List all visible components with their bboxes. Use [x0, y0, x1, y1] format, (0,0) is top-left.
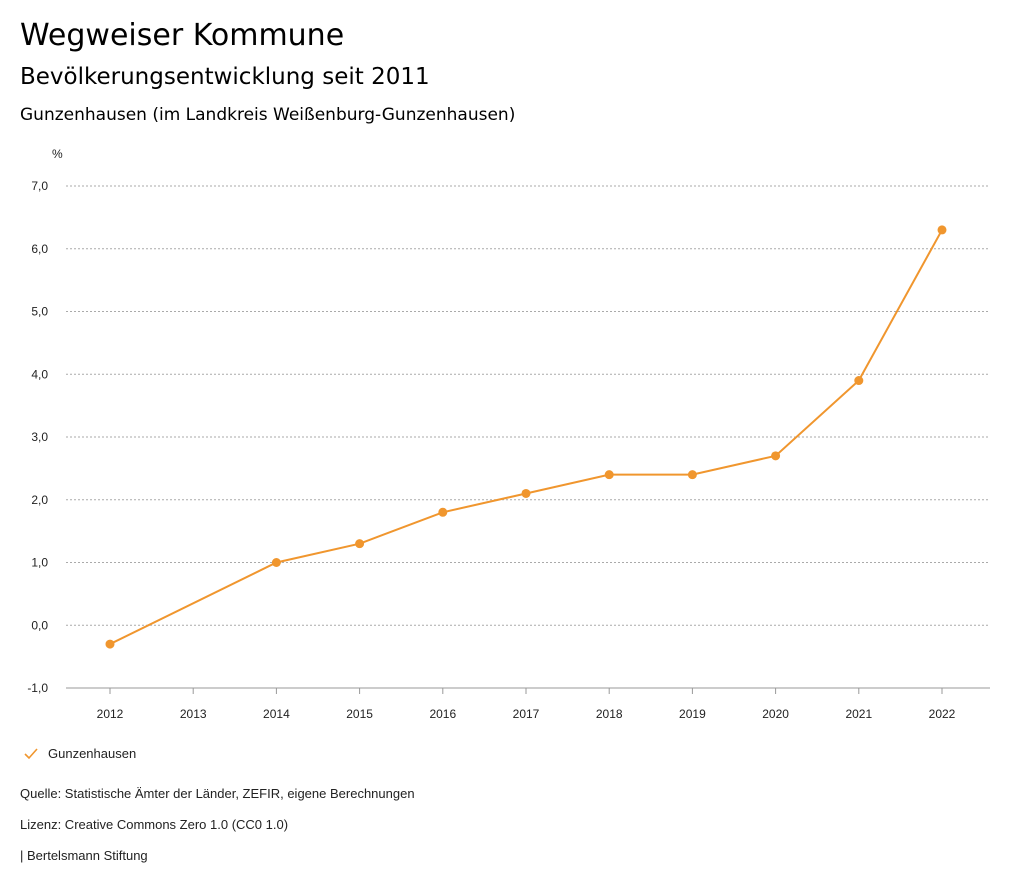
checkmark-icon: [24, 747, 38, 759]
data-point: [105, 639, 115, 649]
data-point: [854, 376, 864, 386]
page-title: Wegweiser Kommune: [20, 18, 345, 53]
x-tick-label: 2012: [97, 707, 124, 721]
x-tick-label: 2015: [346, 707, 373, 721]
y-tick-label: 2,0: [31, 493, 48, 507]
y-tick-label: 4,0: [31, 367, 48, 381]
chart-subtitle: Bevölkerungsentwicklung seit 2011: [20, 64, 430, 90]
y-tick-label: 5,0: [31, 305, 48, 319]
y-tick-label: -1,0: [27, 681, 48, 695]
x-tick-label: 2014: [263, 707, 290, 721]
x-tick-label: 2021: [845, 707, 872, 721]
data-point: [271, 558, 281, 567]
y-tick-label: 3,0: [31, 430, 48, 444]
x-tick-label: 2018: [596, 707, 623, 721]
data-point: [687, 470, 697, 480]
legend-label: Gunzenhausen: [48, 746, 137, 761]
data-point: [937, 225, 947, 235]
x-tick-label: 2020: [762, 707, 789, 721]
series-line: [109, 229, 943, 645]
license-note: Lizenz: Creative Commons Zero 1.0 (CC0 1…: [20, 817, 289, 832]
source-note: Quelle: Statistische Ämter der Länder, Z…: [20, 786, 415, 801]
y-tick-label: 0,0: [31, 618, 48, 632]
x-tick-label: 2013: [180, 707, 207, 721]
y-tick-label: 7,0: [31, 179, 48, 193]
data-point: [355, 539, 365, 549]
y-tick-label: 1,0: [31, 556, 48, 570]
y-axis-label: %: [52, 147, 63, 161]
x-tick-label: 2016: [429, 707, 456, 721]
legend-item[interactable]: Gunzenhausen: [24, 746, 136, 761]
data-point: [521, 488, 531, 498]
x-tick-label: 2017: [513, 707, 540, 721]
region-title: Gunzenhausen (im Landkreis Weißenburg-Gu…: [20, 105, 516, 125]
x-tick-label: 2019: [679, 707, 706, 721]
data-point: [438, 507, 448, 517]
y-tick-label: 6,0: [31, 242, 48, 256]
publisher-note: | Bertelsmann Stiftung: [20, 848, 148, 863]
x-tick-label: 2022: [929, 707, 956, 721]
data-point: [604, 470, 614, 480]
data-point: [771, 451, 781, 461]
